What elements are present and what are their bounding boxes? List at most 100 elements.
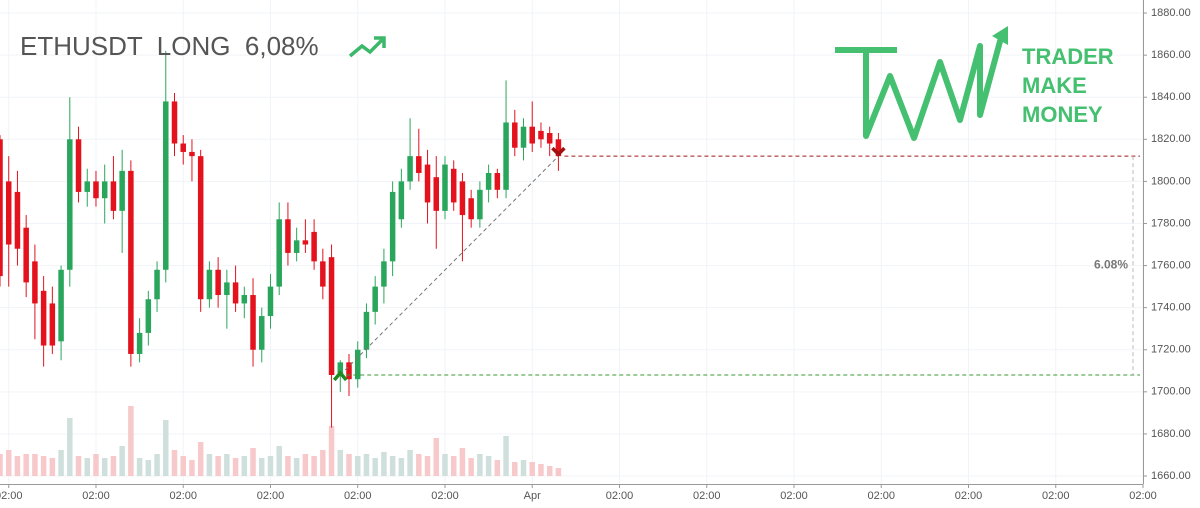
trade-path	[339, 155, 559, 376]
volume	[0, 406, 562, 476]
volume-bar	[110, 456, 117, 476]
y-tick-label: 1760.00	[1151, 259, 1191, 271]
candle-body	[215, 269, 221, 296]
trend-icon	[348, 36, 386, 58]
volume-bar	[354, 456, 361, 476]
candle-body	[433, 177, 440, 211]
volume-bar	[407, 450, 413, 476]
volume-bar	[285, 456, 291, 476]
volume-bar	[189, 460, 195, 476]
volume-bar	[171, 450, 178, 476]
candle-body	[485, 172, 492, 190]
volume-bar	[136, 458, 143, 476]
logo-arrow	[992, 26, 1008, 45]
candle-body	[346, 362, 352, 380]
candle-body	[354, 349, 361, 380]
candle-body	[372, 286, 378, 312]
volume-bar	[477, 454, 483, 476]
logo-text: MONEY	[1022, 102, 1103, 127]
volume-bar	[5, 450, 12, 476]
x-tick-label: 02:00	[606, 490, 634, 502]
candle-body	[154, 269, 160, 300]
volume-bar	[529, 462, 535, 476]
candle-body	[459, 181, 466, 216]
x-tick-label: 02:00	[169, 490, 197, 502]
x-tick-label: 02:00	[1129, 490, 1157, 502]
volume-bar	[381, 452, 387, 476]
axis-bg	[0, 484, 1200, 508]
volume-bar	[398, 458, 405, 476]
candle-body	[381, 261, 387, 287]
candle-body	[189, 151, 195, 157]
candle-body	[40, 290, 47, 346]
candle-body	[477, 189, 483, 220]
volume-bar	[520, 460, 527, 476]
volume-bar	[180, 456, 186, 476]
candle-body	[337, 362, 344, 375]
volume-bar	[224, 454, 230, 476]
candle-body	[93, 181, 99, 199]
volume-bar	[337, 450, 344, 476]
volume-bar	[468, 458, 474, 476]
axis-bg	[1143, 0, 1200, 508]
candle-body	[538, 130, 544, 140]
x-tick-label: 02:00	[431, 490, 459, 502]
y-tick-label: 1700.00	[1151, 386, 1191, 398]
candle-body	[136, 332, 143, 354]
candle-body	[110, 181, 117, 211]
x-tick-label: 02:00	[955, 490, 983, 502]
volume-bar	[32, 454, 38, 476]
candle-body	[398, 181, 405, 220]
x-tick-label: 02:00	[867, 490, 895, 502]
x-tick-label: 02:00	[780, 490, 808, 502]
change-label: 6.08%	[1094, 258, 1128, 272]
volume-bar	[0, 454, 3, 476]
volume-bar	[512, 462, 518, 476]
volume-bar	[424, 456, 431, 476]
candle-body	[555, 139, 562, 157]
candle-body	[241, 295, 248, 304]
candle-body	[285, 219, 291, 253]
y-tick-label: 1820.00	[1151, 133, 1191, 145]
candle-body	[503, 122, 509, 190]
y-tick-label: 1800.00	[1151, 175, 1191, 187]
candle-body	[101, 181, 108, 199]
logo-mark	[835, 33, 1005, 141]
candle-body	[180, 143, 186, 152]
volume-bar	[320, 450, 326, 476]
volume-bar	[433, 438, 440, 476]
volume-bar	[40, 456, 47, 476]
x-tick-label: 02:00	[1042, 490, 1070, 502]
y-tick-label: 1840.00	[1151, 91, 1191, 103]
volume-bar	[58, 450, 64, 476]
candle-body	[311, 231, 317, 262]
candle-body	[546, 132, 553, 144]
volume-bar	[538, 464, 544, 476]
volume-bar	[67, 418, 73, 476]
y-tick-label: 1720.00	[1151, 344, 1191, 356]
x-tick-label: 02:00	[82, 490, 110, 502]
candle-body	[416, 156, 422, 173]
y-tick-label: 1780.00	[1151, 217, 1191, 229]
candle-body	[171, 101, 178, 144]
volume-bar	[75, 456, 82, 476]
volume-bar	[267, 456, 274, 476]
logo-text: MAKE	[1022, 73, 1087, 98]
volume-bar	[346, 454, 352, 476]
volume-bar	[23, 454, 29, 476]
candle-body	[75, 139, 82, 192]
candle-body	[450, 168, 457, 203]
entry-arrow	[332, 370, 348, 382]
y-tick-label: 1740.00	[1151, 302, 1191, 314]
y-tick-label: 1660.00	[1151, 470, 1191, 482]
volume-bar	[145, 460, 152, 476]
candle-body	[259, 316, 265, 350]
volume-bar	[49, 458, 56, 476]
volume-bar	[459, 448, 466, 476]
candle-body	[302, 240, 309, 245]
volume-bar	[546, 466, 553, 476]
candle-body	[14, 191, 21, 249]
candle-body	[49, 303, 56, 346]
candle-body	[442, 164, 448, 211]
